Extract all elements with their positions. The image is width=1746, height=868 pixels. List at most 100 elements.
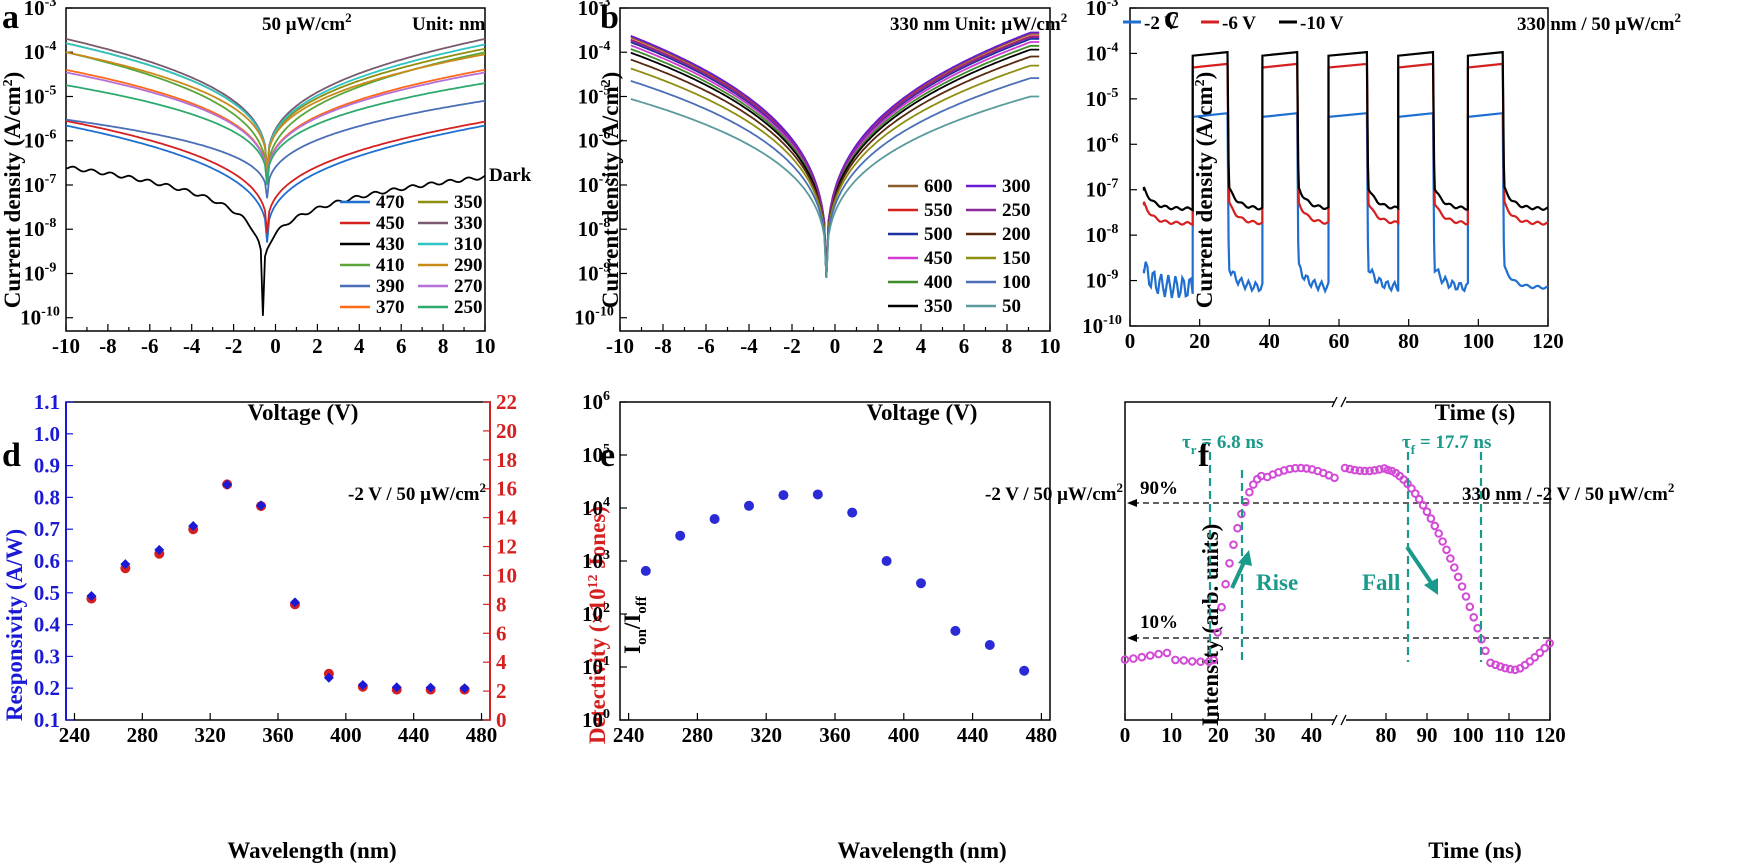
legend-label: 400 [924, 272, 953, 293]
intensity-point [1330, 473, 1339, 483]
tau-fall-label: τf = 17.7 ns [1402, 432, 1491, 457]
legend-label: 150 [1002, 248, 1031, 269]
responsivity-point [256, 500, 267, 511]
series-line--10 V [1142, 50, 1549, 212]
legend-label: 450 [924, 248, 953, 269]
panel-c-xlabel: Time (s) [1435, 400, 1516, 425]
x-tick-label: 480 [466, 723, 498, 747]
legend-label: 330 [454, 213, 483, 234]
panel-a-ylabel: Current density (A/cm2) [0, 72, 25, 309]
legend-label: 200 [1002, 224, 1031, 245]
y-tick-label-right: 18 [496, 448, 517, 472]
intensity-point [1496, 662, 1505, 671]
intensity-point [1446, 554, 1455, 563]
y-tick-label-right: 12 [496, 535, 517, 559]
legend-label: 450 [376, 213, 405, 234]
x-tick-label: -4 [740, 334, 758, 358]
intensity-point [1530, 653, 1540, 662]
intensity-point [1217, 602, 1226, 612]
y-tick-label: 10-3 [1086, 0, 1119, 20]
legend-label: 270 [454, 276, 483, 297]
intensity-point [1491, 660, 1500, 670]
x-tick-label: 10 [1040, 334, 1061, 358]
y-tick-label: 10-9 [1086, 268, 1119, 293]
panel-d-ylabel-left: Responsivity (A/W) [2, 529, 27, 721]
legend-label: 250 [1002, 200, 1031, 221]
x-tick-label: 0 [1125, 329, 1136, 353]
panel-f-xlabel: Time (ns) [1428, 838, 1522, 863]
intensity-point [1510, 665, 1520, 675]
x-tick-label: -6 [697, 334, 715, 358]
series-line-290 [65, 51, 486, 172]
panel-d-xlabel: Wavelength (nm) [227, 838, 396, 863]
on-off-ratio-point [950, 625, 961, 636]
intensity-point [1461, 592, 1471, 601]
series-line--2 V [1142, 111, 1549, 299]
x-tick-label: 320 [750, 723, 782, 747]
y-tick-label: 106 [582, 389, 610, 414]
panel-f-annotation: 330 nm / -2 V / 50 μW/cm2 [1462, 480, 1674, 505]
y-tick-label: 10-8 [24, 216, 57, 241]
axis-break-gap [1334, 714, 1346, 726]
dark-label: Dark [489, 165, 532, 186]
y-tick-label: 10-6 [578, 128, 611, 153]
y-tick-label-right: 4 [496, 650, 507, 674]
y-tick-label-right: 10 [496, 563, 517, 587]
panel-c-annotation: 330 nm / 50 μW/cm2 [1517, 10, 1681, 35]
intensity-point [1229, 540, 1238, 550]
x-tick-label: 400 [888, 723, 920, 747]
intensity-point [1221, 579, 1230, 589]
y-tick-label-left: 0.7 [34, 517, 60, 541]
x-tick-label: 110 [1494, 723, 1524, 747]
responsivity-point [222, 479, 233, 490]
panel-d-ylabel-right: Detectivity (×1012 Jones) [585, 506, 610, 744]
y-tick-label: 10-7 [1086, 177, 1119, 202]
intensity-point [1145, 651, 1155, 660]
series-line-100 [630, 77, 1040, 278]
intensity-point [1465, 602, 1475, 612]
intensity-point [1453, 572, 1463, 582]
x-tick-label: 280 [127, 723, 159, 747]
intensity-point [1450, 563, 1459, 572]
y-tick-label: 10-10 [20, 305, 60, 330]
x-tick-label: -2 [783, 334, 801, 358]
panel-a-unit: Unit: nm [412, 14, 486, 35]
panel-b-xlabel: Voltage (V) [867, 400, 978, 425]
legend-label: 300 [1002, 176, 1031, 197]
panel-e: e -2 V / 50 μW/cm2 Ion/Ioff Wavelength (… [582, 389, 1123, 863]
x-tick-label: -10 [52, 334, 80, 358]
x-tick-label: 120 [1532, 329, 1564, 353]
intensity-point [1545, 638, 1554, 648]
on-off-ratio-point [847, 507, 858, 518]
intensity-point [1430, 521, 1440, 531]
y-tick-label: 10-5 [1086, 86, 1119, 111]
x-tick-label: 480 [1026, 723, 1058, 747]
x-tick-label: 400 [330, 723, 362, 747]
on-off-ratio-point [1019, 665, 1030, 676]
panel-d-frame [65, 401, 491, 721]
y-tick-label-right: 8 [496, 592, 507, 616]
y-tick-label: 100 [582, 707, 610, 732]
intensity-point [1418, 501, 1428, 510]
x-tick-label: -6 [141, 334, 159, 358]
legend-label: 430 [376, 234, 405, 255]
x-tick-label: 120 [1534, 723, 1566, 747]
y-tick-label: 10-7 [578, 172, 611, 197]
fall-label: Fall [1362, 570, 1400, 595]
x-tick-label: 20 [1189, 329, 1210, 353]
series-line-410 [65, 51, 486, 186]
intensity-point [1426, 514, 1436, 523]
x-tick-label: 40 [1301, 723, 1322, 747]
x-tick-label: 10 [1161, 723, 1182, 747]
panel-e-xlabel: Wavelength (nm) [837, 838, 1006, 863]
legend-label: 100 [1002, 272, 1031, 293]
tau-rise-label: τr = 6.8 ns [1182, 432, 1263, 457]
intensity-point [1535, 648, 1545, 658]
intensity-point [1442, 545, 1451, 555]
level-90-label: 90% [1140, 478, 1178, 499]
panel-d: d -2 V / 50 μW/cm2 Responsivity (A/W) De… [2, 390, 610, 863]
y-tick-label-left: 1.0 [34, 422, 60, 446]
intensity-point [1365, 466, 1374, 476]
series-line-200 [630, 55, 1040, 278]
